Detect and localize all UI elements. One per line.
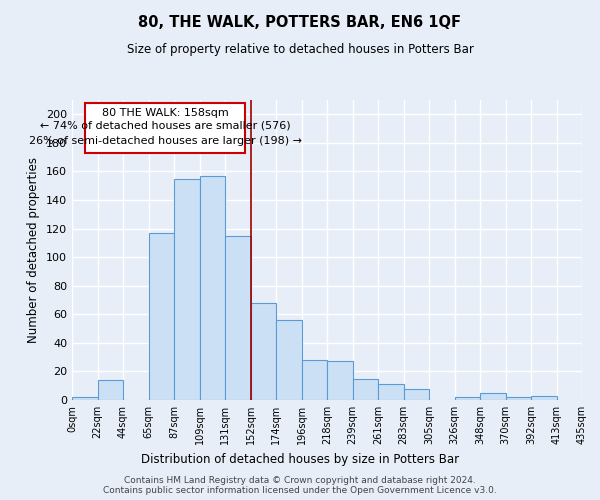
Bar xyxy=(276,320,302,400)
Bar xyxy=(480,393,505,400)
Bar xyxy=(225,236,251,400)
Text: Distribution of detached houses by size in Potters Bar: Distribution of detached houses by size … xyxy=(141,452,459,466)
Text: 80, THE WALK, POTTERS BAR, EN6 1QF: 80, THE WALK, POTTERS BAR, EN6 1QF xyxy=(139,15,461,30)
Bar xyxy=(531,396,557,400)
Bar xyxy=(327,362,353,400)
Bar xyxy=(149,233,174,400)
Text: Size of property relative to detached houses in Potters Bar: Size of property relative to detached ho… xyxy=(127,42,473,56)
Bar xyxy=(174,178,199,400)
Bar xyxy=(455,397,480,400)
Bar xyxy=(378,384,404,400)
Bar xyxy=(72,397,97,400)
Bar xyxy=(505,397,531,400)
Bar xyxy=(404,388,429,400)
Text: Contains HM Land Registry data © Crown copyright and database right 2024.
Contai: Contains HM Land Registry data © Crown c… xyxy=(103,476,497,495)
Text: 26% of semi-detached houses are larger (198) →: 26% of semi-detached houses are larger (… xyxy=(29,136,302,146)
Bar xyxy=(199,176,225,400)
Bar xyxy=(302,360,327,400)
Bar xyxy=(85,103,245,153)
Bar xyxy=(97,380,123,400)
Bar xyxy=(251,303,276,400)
Text: ← 74% of detached houses are smaller (576): ← 74% of detached houses are smaller (57… xyxy=(40,120,290,130)
Text: 80 THE WALK: 158sqm: 80 THE WALK: 158sqm xyxy=(101,108,229,118)
Y-axis label: Number of detached properties: Number of detached properties xyxy=(28,157,40,343)
Bar xyxy=(353,378,378,400)
